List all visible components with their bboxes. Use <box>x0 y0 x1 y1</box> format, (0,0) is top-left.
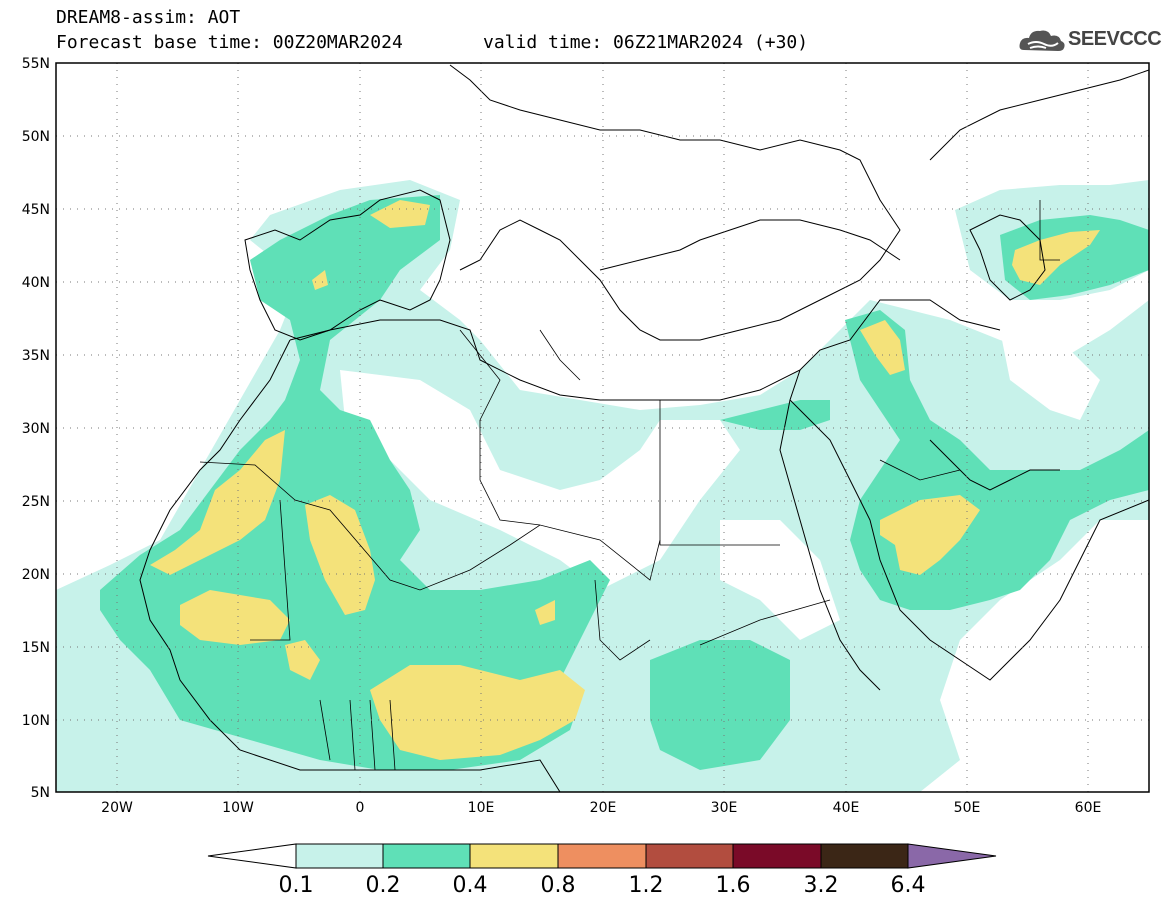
colorbar-segment <box>295 843 384 869</box>
lat-label: 15N <box>22 640 50 656</box>
lon-label: 60E <box>1075 800 1102 816</box>
colorbar-arrow-high <box>907 843 997 869</box>
lon-label: 40E <box>833 800 860 816</box>
colorbar-segment <box>557 843 647 869</box>
aot-field-0.4 <box>150 200 1100 760</box>
colorbar-label: 3.2 <box>804 873 839 898</box>
map-frame <box>55 62 1150 793</box>
aot-field-below-0.1 <box>340 330 1100 640</box>
lat-label: 20N <box>22 567 50 583</box>
cloud-icon <box>1019 30 1065 51</box>
colorbar-label: 6.4 <box>891 873 926 898</box>
coastlines <box>139 64 1149 792</box>
lon-label: 10E <box>468 800 495 816</box>
seevccc-logo: SEEVCCC <box>1018 24 1162 56</box>
colorbar-label: 1.6 <box>716 873 751 898</box>
gridlines <box>56 63 1149 792</box>
colorbar: 0.1 0.2 0.4 0.8 1.2 1.6 3.2 6.4 <box>207 843 997 898</box>
political-borders <box>199 200 1060 771</box>
colorbar-label: 0.1 <box>279 873 314 898</box>
lon-label: 20W <box>101 800 133 816</box>
map-title: DREAM8-assim: AOT <box>56 7 241 28</box>
lat-label: 10N <box>22 713 50 729</box>
colorbar-segment <box>645 843 734 869</box>
lat-label: 5N <box>31 785 50 801</box>
lon-label: 10W <box>222 800 254 816</box>
lat-label: 45N <box>22 202 50 218</box>
lat-label: 30N <box>22 421 50 437</box>
colorbar-segment <box>732 843 822 869</box>
lat-label: 35N <box>22 348 50 364</box>
colorbar-label: 0.2 <box>366 873 401 898</box>
longitude-labels: 20W 10W 0 10E 20E 30E 40E 50E 60E <box>101 800 1101 816</box>
colorbar-segment <box>382 843 471 869</box>
colorbar-arrow-low <box>207 843 297 869</box>
lon-label: 0 <box>356 800 365 816</box>
logo-text: SEEVCCC <box>1068 28 1162 50</box>
lon-label: 50E <box>954 800 981 816</box>
lat-label: 40N <box>22 275 50 291</box>
latitude-labels: 55N 50N 45N 40N 35N 30N 25N 20N 15N 10N … <box>22 56 50 801</box>
valid-time: valid time: 06Z21MAR2024 (+30) <box>483 32 809 53</box>
lon-label: 30E <box>711 800 738 816</box>
forecast-base-time: Forecast base time: 00Z20MAR2024 <box>56 32 403 53</box>
colorbar-label: 1.2 <box>629 873 664 898</box>
colorbar-segment <box>820 843 909 869</box>
lat-label: 55N <box>22 56 50 72</box>
colorbar-label: 0.8 <box>541 873 576 898</box>
lat-label: 25N <box>22 494 50 510</box>
lat-label: 50N <box>22 129 50 145</box>
lon-label: 20E <box>590 800 617 816</box>
colorbar-segment <box>469 843 559 869</box>
colorbar-label: 0.4 <box>453 873 488 898</box>
